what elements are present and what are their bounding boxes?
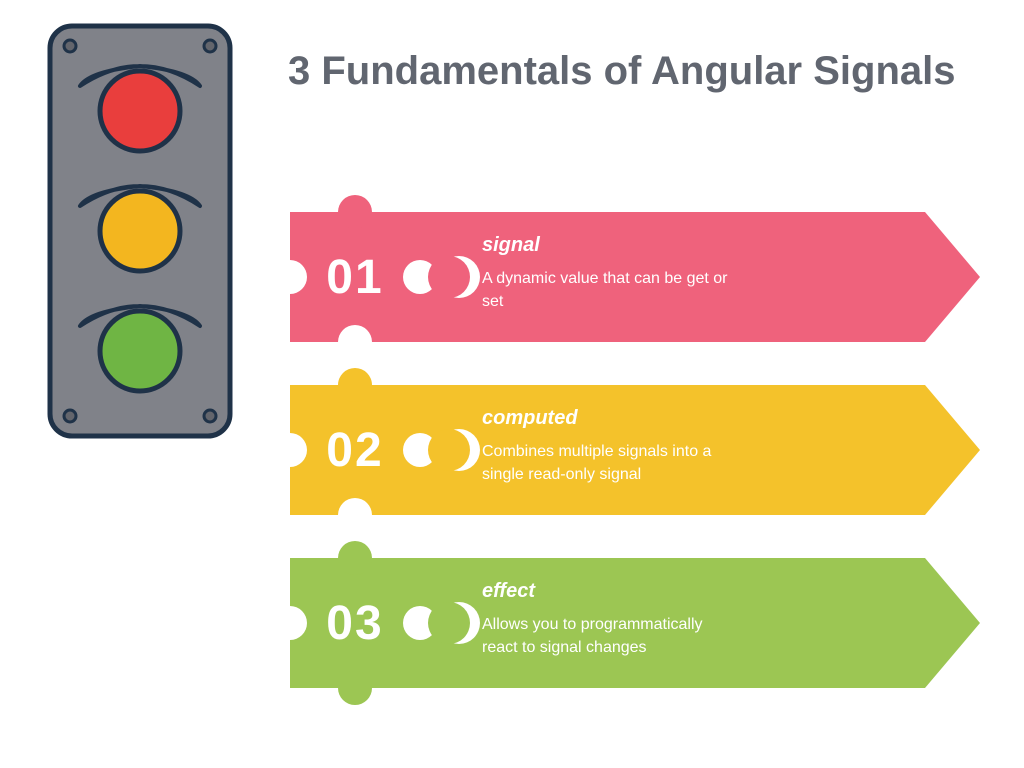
item-title: signal xyxy=(482,234,910,257)
arrow-body: signal A dynamic value that can be get o… xyxy=(420,212,980,342)
puzzle-knob-top-icon xyxy=(338,368,372,402)
item-text: signal A dynamic value that can be get o… xyxy=(482,234,910,313)
arrow-body: computed Combines multiple signals into … xyxy=(420,385,980,515)
item-desc: Allows you to programmatically react to … xyxy=(482,613,742,659)
arrow-head-icon xyxy=(925,212,980,342)
item-desc: Combines multiple signals into a single … xyxy=(482,440,742,486)
puzzle-knob-bottom-icon xyxy=(338,325,372,359)
item-text: computed Combines multiple signals into … xyxy=(482,407,910,486)
puzzle-knob-top-icon xyxy=(338,195,372,229)
puzzle-knob-bottom-icon xyxy=(338,671,372,705)
arrow-head-icon xyxy=(925,385,980,515)
puzzle-knob-top-icon xyxy=(338,541,372,575)
item-title: effect xyxy=(482,580,910,603)
traffic-light-icon xyxy=(40,16,240,446)
puzzle-hole-left-icon xyxy=(273,606,307,640)
item-text: effect Allows you to programmatically re… xyxy=(482,580,910,659)
page-title: 3 Fundamentals of Angular Signals xyxy=(288,44,956,98)
item-row-computed: computed Combines multiple signals into … xyxy=(290,373,990,528)
puzzle-piece-icon: 02 xyxy=(290,385,420,515)
arrow-head-icon xyxy=(925,558,980,688)
crescent-accent-icon xyxy=(428,429,470,471)
puzzle-piece-icon: 01 xyxy=(290,212,420,342)
item-number: 02 xyxy=(326,423,383,478)
crescent-accent-icon xyxy=(428,602,470,644)
puzzle-hole-left-icon xyxy=(273,260,307,294)
item-desc: A dynamic value that can be get or set xyxy=(482,267,742,313)
items-list: signal A dynamic value that can be get o… xyxy=(290,200,990,719)
puzzle-piece-icon: 03 xyxy=(290,558,420,688)
item-number: 03 xyxy=(326,596,383,651)
puzzle-hole-left-icon xyxy=(273,433,307,467)
item-title: computed xyxy=(482,407,910,430)
item-row-signal: signal A dynamic value that can be get o… xyxy=(290,200,990,355)
item-number: 01 xyxy=(326,250,383,305)
puzzle-knob-bottom-icon xyxy=(338,498,372,532)
arrow-body: effect Allows you to programmatically re… xyxy=(420,558,980,688)
crescent-accent-icon xyxy=(428,256,470,298)
item-row-effect: effect Allows you to programmatically re… xyxy=(290,546,990,701)
